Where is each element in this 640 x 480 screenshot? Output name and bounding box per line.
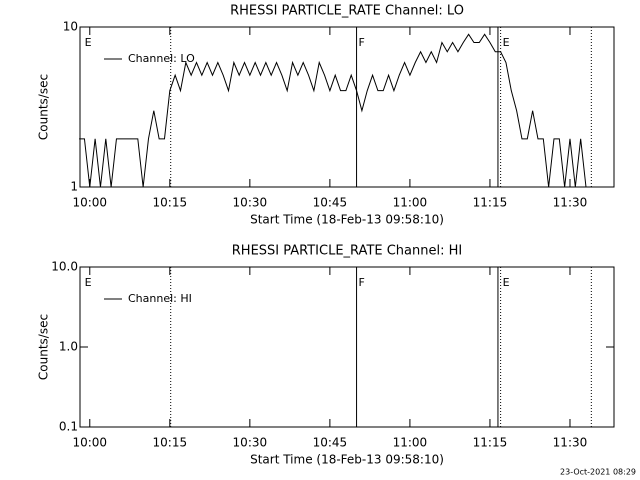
marker-label: E <box>503 36 510 49</box>
y-tick-label: 10.0 <box>51 260 78 274</box>
marker-label: E <box>503 276 510 289</box>
x-tick-label: 10:45 <box>313 436 348 450</box>
legend-label: Channel: LO <box>128 52 195 65</box>
x-tick-label: 10:00 <box>72 436 107 450</box>
x-tick-label: 11:15 <box>473 436 508 450</box>
y-axis-label: Counts/sec <box>37 314 51 380</box>
legend-label: Channel: HI <box>128 292 192 305</box>
x-tick-label: 10:15 <box>153 196 188 210</box>
x-tick-label: 11:00 <box>393 196 428 210</box>
plot-frame <box>79 26 615 188</box>
data-line <box>79 33 587 188</box>
y-tick-label: 1 <box>70 180 78 194</box>
chart-title: RHESSI PARTICLE_RATE Channel: LO <box>230 4 464 19</box>
y-tick-label: 1.0 <box>59 340 78 354</box>
marker-label: F <box>359 36 365 49</box>
x-axis-label: Start Time (18-Feb-13 09:58:10) <box>250 213 444 227</box>
footer: 23-Oct-2021 08:29 <box>560 468 636 477</box>
x-tick-label: 10:30 <box>233 436 268 450</box>
x-tick-label: 11:15 <box>473 196 508 210</box>
chart-title: RHESSI PARTICLE_RATE Channel: HI <box>232 244 462 259</box>
x-tick-label: 10:15 <box>153 436 188 450</box>
plot-frame <box>79 266 615 428</box>
y-tick-label: 10 <box>63 20 78 34</box>
marker-label: E <box>85 276 92 289</box>
x-tick-label: 11:30 <box>553 436 588 450</box>
x-tick-label: 10:45 <box>313 196 348 210</box>
marker-label: F <box>359 276 365 289</box>
x-tick-label: 10:00 <box>72 196 107 210</box>
marker-label: E <box>85 36 92 49</box>
x-tick-label: 10:30 <box>233 196 268 210</box>
y-axis-label: Counts/sec <box>37 74 51 140</box>
y-tick-label: 0.1 <box>59 420 78 434</box>
x-tick-label: 11:30 <box>553 196 588 210</box>
x-axis-label: Start Time (18-Feb-13 09:58:10) <box>250 453 444 467</box>
x-tick-label: 11:00 <box>393 436 428 450</box>
